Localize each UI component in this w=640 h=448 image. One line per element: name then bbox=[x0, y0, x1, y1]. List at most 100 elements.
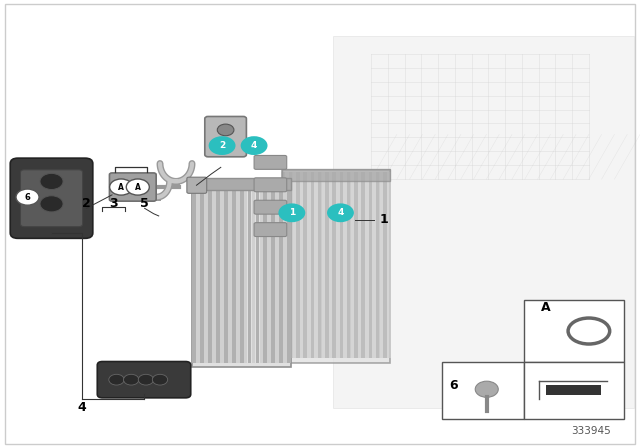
FancyBboxPatch shape bbox=[97, 362, 191, 398]
Circle shape bbox=[109, 375, 124, 385]
Bar bbox=[358, 172, 362, 358]
Bar bbox=[372, 172, 376, 358]
Bar bbox=[336, 172, 340, 358]
Bar bbox=[524, 362, 624, 419]
Bar bbox=[212, 181, 216, 363]
Circle shape bbox=[241, 136, 268, 155]
Circle shape bbox=[40, 196, 63, 212]
FancyBboxPatch shape bbox=[109, 173, 156, 201]
Polygon shape bbox=[333, 36, 634, 408]
Circle shape bbox=[126, 179, 149, 195]
Bar bbox=[289, 172, 292, 358]
Text: 4: 4 bbox=[77, 401, 86, 414]
Bar bbox=[317, 172, 321, 358]
Bar bbox=[200, 181, 204, 363]
Bar bbox=[236, 181, 239, 363]
Bar bbox=[351, 172, 355, 358]
Circle shape bbox=[40, 173, 63, 190]
FancyBboxPatch shape bbox=[187, 177, 207, 193]
Bar bbox=[442, 362, 524, 419]
Bar bbox=[260, 181, 264, 363]
Bar bbox=[280, 181, 284, 363]
Circle shape bbox=[109, 179, 132, 195]
Bar bbox=[300, 172, 303, 358]
Bar bbox=[255, 181, 259, 363]
Bar bbox=[204, 181, 208, 363]
Text: 1: 1 bbox=[289, 208, 295, 217]
Bar bbox=[196, 181, 200, 363]
Bar bbox=[303, 172, 307, 358]
Bar bbox=[380, 172, 383, 358]
Bar bbox=[347, 172, 351, 358]
Bar bbox=[383, 172, 387, 358]
Bar bbox=[224, 181, 228, 363]
Bar bbox=[369, 172, 372, 358]
Bar bbox=[252, 181, 255, 363]
Bar bbox=[524, 300, 624, 362]
Bar bbox=[339, 172, 344, 358]
Bar bbox=[314, 172, 318, 358]
Bar bbox=[192, 179, 291, 367]
Bar bbox=[268, 181, 271, 363]
Text: 6: 6 bbox=[24, 193, 31, 202]
Bar bbox=[282, 172, 285, 358]
Bar bbox=[354, 172, 358, 358]
Bar bbox=[325, 172, 329, 358]
Bar bbox=[287, 181, 291, 363]
Bar bbox=[332, 172, 336, 358]
Text: 333945: 333945 bbox=[572, 426, 611, 436]
Bar bbox=[284, 181, 287, 363]
FancyBboxPatch shape bbox=[254, 178, 287, 192]
Bar bbox=[232, 181, 236, 363]
Circle shape bbox=[218, 124, 234, 136]
Bar bbox=[192, 181, 196, 363]
FancyBboxPatch shape bbox=[254, 200, 287, 214]
Text: A: A bbox=[541, 301, 550, 314]
Text: 2: 2 bbox=[219, 141, 225, 150]
Text: 3: 3 bbox=[109, 197, 118, 211]
Bar bbox=[361, 172, 365, 358]
Text: 2: 2 bbox=[82, 197, 91, 211]
Text: 1: 1 bbox=[380, 213, 388, 226]
Polygon shape bbox=[546, 385, 601, 395]
Bar bbox=[264, 181, 268, 363]
Bar bbox=[248, 181, 252, 363]
FancyBboxPatch shape bbox=[20, 170, 83, 227]
Bar bbox=[307, 172, 311, 358]
Bar bbox=[282, 169, 390, 181]
Bar bbox=[244, 181, 248, 363]
Text: 4: 4 bbox=[337, 208, 344, 217]
Bar bbox=[365, 172, 369, 358]
Bar bbox=[387, 172, 390, 358]
FancyBboxPatch shape bbox=[254, 223, 287, 237]
Bar bbox=[343, 172, 347, 358]
Circle shape bbox=[16, 189, 39, 205]
Bar bbox=[296, 172, 300, 358]
Bar bbox=[271, 181, 275, 363]
Bar bbox=[376, 172, 380, 358]
Circle shape bbox=[278, 203, 305, 222]
Bar bbox=[220, 181, 224, 363]
Text: A: A bbox=[135, 182, 141, 192]
Text: 6: 6 bbox=[449, 379, 458, 392]
Circle shape bbox=[327, 203, 354, 222]
FancyBboxPatch shape bbox=[205, 116, 246, 157]
Bar bbox=[228, 181, 232, 363]
Bar bbox=[216, 181, 220, 363]
Circle shape bbox=[209, 136, 236, 155]
Bar bbox=[285, 172, 289, 358]
Bar bbox=[321, 172, 325, 358]
Circle shape bbox=[124, 375, 139, 385]
Circle shape bbox=[476, 381, 499, 397]
Bar bbox=[310, 172, 314, 358]
Bar bbox=[329, 172, 333, 358]
Bar bbox=[282, 170, 390, 363]
Text: A: A bbox=[118, 182, 124, 192]
FancyBboxPatch shape bbox=[10, 158, 93, 238]
Bar bbox=[240, 181, 244, 363]
Circle shape bbox=[152, 375, 168, 385]
Bar bbox=[192, 178, 291, 190]
Text: 5: 5 bbox=[140, 197, 149, 211]
Bar bbox=[208, 181, 212, 363]
Bar bbox=[292, 172, 296, 358]
